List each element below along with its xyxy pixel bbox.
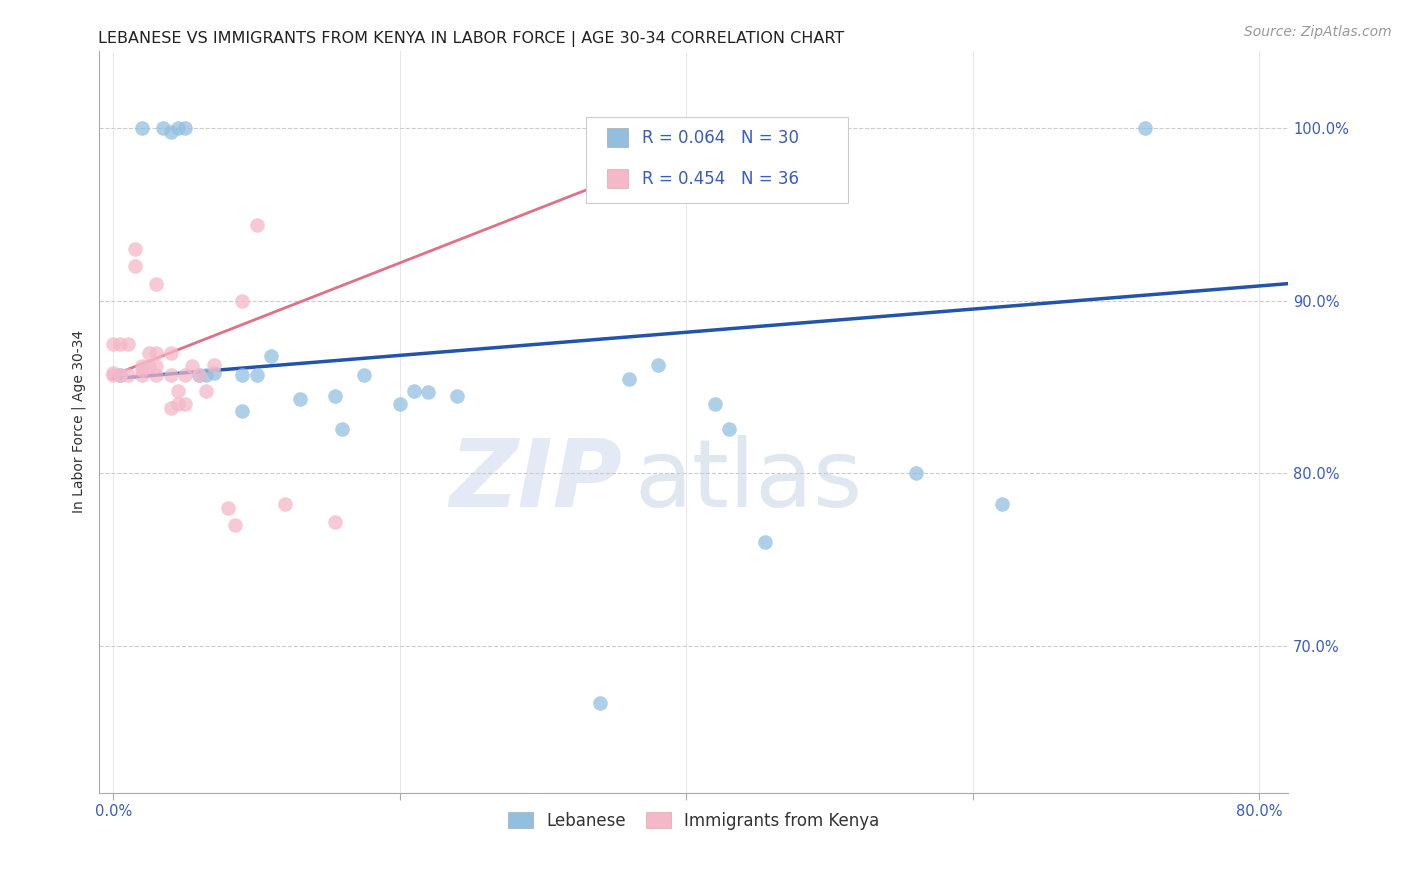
Legend: Lebanese, Immigrants from Kenya: Lebanese, Immigrants from Kenya (501, 805, 886, 837)
Point (231, 293, 253, 308)
FancyBboxPatch shape (607, 169, 628, 188)
Point (166, 121, 188, 136)
Point (446, 389, 468, 403)
Point (288, 392, 311, 407)
Point (124, 260, 146, 274)
Point (131, 368, 153, 382)
Point (188, 368, 211, 382)
Point (404, 384, 426, 398)
Point (145, 277, 167, 291)
Point (332, 421, 354, 435)
Text: R = 0.064   N = 30: R = 0.064 N = 30 (643, 129, 800, 147)
Point (224, 518, 246, 533)
Point (174, 121, 197, 136)
Point (195, 368, 218, 382)
Point (202, 367, 225, 381)
Point (245, 368, 267, 382)
Text: R = 0.454   N = 36: R = 0.454 N = 36 (643, 170, 800, 188)
Text: Source: ZipAtlas.com: Source: ZipAtlas.com (1244, 25, 1392, 39)
Point (117, 337, 139, 351)
Point (159, 345, 181, 359)
Point (110, 368, 132, 382)
Point (617, 371, 640, 385)
Point (131, 363, 153, 377)
Point (103, 337, 125, 351)
Point (159, 125, 181, 139)
Point (131, 359, 153, 374)
Point (231, 404, 253, 418)
Y-axis label: In Labor Force | Age 30-34: In Labor Force | Age 30-34 (72, 330, 86, 513)
FancyBboxPatch shape (586, 118, 848, 202)
Point (231, 368, 253, 382)
Point (217, 500, 239, 515)
Point (990, 498, 1012, 512)
Point (195, 384, 218, 398)
Point (754, 535, 776, 549)
Point (1133, 121, 1156, 136)
Point (103, 367, 125, 381)
Point (174, 368, 197, 382)
Point (159, 368, 181, 382)
Point (174, 397, 197, 411)
Point (202, 358, 225, 372)
Point (325, 515, 347, 529)
Point (124, 242, 146, 256)
Point (718, 421, 741, 435)
Text: ZIP: ZIP (450, 435, 623, 527)
Point (145, 359, 167, 374)
Point (152, 121, 174, 136)
FancyBboxPatch shape (607, 128, 628, 147)
Point (647, 358, 669, 372)
Point (117, 368, 139, 382)
Point (704, 397, 727, 411)
Point (188, 368, 211, 382)
Point (138, 359, 160, 374)
Point (904, 467, 927, 481)
Point (131, 121, 153, 136)
Point (353, 368, 375, 382)
Point (166, 384, 188, 398)
Point (733, 121, 755, 136)
Point (166, 397, 188, 411)
Point (145, 368, 167, 382)
Point (325, 389, 347, 403)
Point (274, 498, 297, 512)
Point (388, 397, 411, 411)
Point (103, 368, 125, 382)
Point (110, 337, 132, 351)
Point (110, 368, 132, 382)
Text: atlas: atlas (634, 435, 862, 527)
Point (159, 401, 181, 415)
Point (260, 349, 283, 363)
Text: LEBANESE VS IMMIGRANTS FROM KENYA IN LABOR FORCE | AGE 30-34 CORRELATION CHART: LEBANESE VS IMMIGRANTS FROM KENYA IN LAB… (98, 31, 845, 47)
Point (145, 345, 167, 359)
Point (245, 218, 267, 232)
Point (418, 385, 440, 400)
Point (181, 359, 204, 374)
Point (138, 345, 160, 359)
Point (589, 696, 612, 710)
